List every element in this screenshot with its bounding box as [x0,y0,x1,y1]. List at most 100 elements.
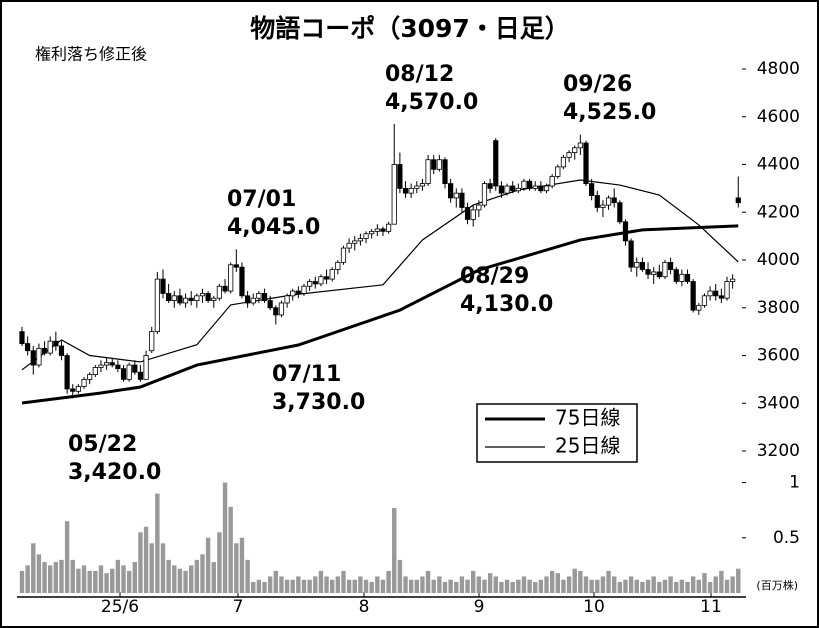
volume-bar [465,579,470,593]
volume-bar [380,579,386,593]
volume-bar [685,581,690,593]
volume-bar [256,579,262,593]
volume-bar [200,554,205,593]
volume-bar [651,576,656,593]
candle-body [41,347,48,354]
volume-bar [510,581,515,593]
volume-bar [437,576,442,593]
candle-body [98,364,104,368]
volume-bar [544,576,549,593]
x-tick-label: 9 [474,597,485,617]
volume-bar [516,579,521,593]
volume-bar [126,570,132,593]
candle-body [295,290,301,294]
volume-bar [408,579,414,593]
candle-body [622,221,629,242]
candle-body [459,192,465,208]
candle-body [64,355,70,390]
candle-body [391,164,397,225]
volume-bar [273,570,278,593]
moving-average [21,179,739,371]
volume-bar [674,581,679,593]
candle-body [414,185,420,189]
volume-bar [87,570,92,593]
candle-body [267,300,273,309]
candle-body [58,345,65,356]
candle-body [481,183,488,206]
volume-bar [566,576,572,593]
volume-bar [42,562,47,593]
candle-body [115,364,121,370]
candle-body [307,281,313,287]
candle-body [470,209,476,220]
volume-bar [262,581,267,593]
candle-body [205,293,211,301]
candle-body [634,261,640,268]
annotation-value: 3,730.0 [272,390,365,415]
volume-bar [70,559,75,593]
volume-bar [36,554,42,593]
candle-body [182,297,189,304]
candle-body [668,261,674,270]
candle-body [611,197,617,204]
candle-body [662,261,668,278]
volume-bar [487,573,493,593]
volume-bar [589,579,594,593]
candle-body [713,290,719,297]
candle-body [47,340,53,354]
volume-bar [634,579,639,593]
x-tick-label: 10 [583,597,605,617]
candle-body [425,159,431,185]
volume-bar [81,565,87,593]
candle-body [448,183,454,199]
candle-body [476,204,482,211]
candle-body [261,293,268,301]
x-tick-label: 7 [233,597,244,617]
candle-body [436,159,442,170]
moving-average [21,224,739,405]
candle-body [363,233,369,239]
candle-body [143,355,149,380]
volume-bar [623,579,628,593]
volume-bar [194,559,200,593]
volume-bar [527,579,532,593]
candle-body [109,362,115,366]
annotation-date: 09/26 [563,72,632,97]
candle-body [19,331,25,344]
subtitle: 権利落ち修正後 [35,45,147,64]
candle-body [498,185,505,194]
annotation-date: 08/12 [385,62,454,87]
candle-body [696,304,702,311]
volume-bar [318,570,324,593]
volume-bar [341,570,346,593]
candle-body [53,340,59,347]
candle-body [589,183,595,196]
legend-label: 75日線 [555,406,620,430]
volume-bar [696,579,701,593]
candle-body [120,368,127,380]
volume-bar [110,568,115,593]
volume-bar [606,570,611,593]
volume-bar [160,543,166,593]
candle-body [211,297,217,301]
y-tick-label: 4200 [757,202,800,222]
volume-bar [251,581,256,593]
volume-bar [138,532,143,593]
candle-body [493,140,499,187]
candle-body [701,295,708,306]
candle-body [487,183,493,189]
candle-body [278,302,285,316]
volume-bar [533,581,538,593]
volume-bar [155,493,160,593]
annotation-date: 07/11 [272,362,341,387]
candle-body [656,271,662,278]
candle-body [735,197,741,204]
candle-body [25,343,31,352]
y-tick-label: 3600 [757,346,800,366]
candle-body [301,285,307,294]
volume-bar [149,543,154,593]
volume-bar [217,532,222,593]
candle-body [408,187,414,194]
candle-body [228,264,234,292]
